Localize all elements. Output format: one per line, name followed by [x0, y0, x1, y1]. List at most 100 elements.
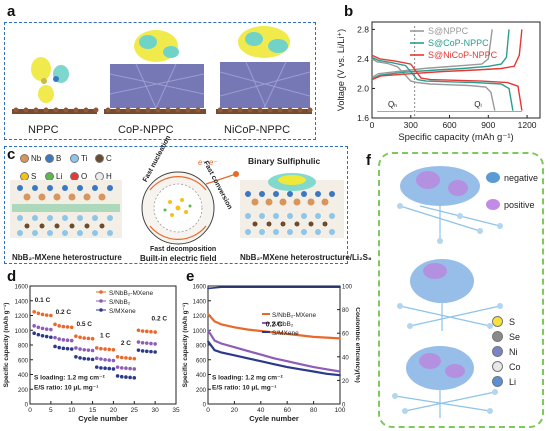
data-point	[312, 366, 315, 369]
data-point	[286, 360, 289, 363]
y-tick-label: 400	[196, 373, 207, 379]
data-point	[61, 324, 66, 329]
x-tick-label: 10	[68, 407, 76, 414]
data-point	[325, 368, 328, 371]
x-tick-label: 40	[257, 407, 265, 414]
legend-symbol: Ti	[81, 154, 88, 163]
data-point	[119, 355, 124, 360]
y-tick-label: 400	[18, 373, 29, 379]
data-point	[132, 367, 137, 371]
legend-symbol: Nb	[31, 154, 42, 163]
data-point	[32, 331, 36, 335]
data-point	[53, 322, 57, 327]
atom-legend-co: Co	[492, 361, 542, 372]
charge-swatch	[486, 172, 500, 183]
legend-symbol: C	[106, 154, 112, 163]
data-point	[69, 347, 74, 351]
data-point	[273, 363, 275, 366]
data-point	[57, 337, 61, 341]
data-point	[207, 287, 209, 290]
data-point	[78, 347, 82, 351]
data-point	[65, 325, 70, 329]
y-axis-label: Specific capacity (mAh g⁻¹)	[3, 303, 10, 388]
cop-nppc-structure	[104, 30, 206, 114]
charge-legend-negative: negative	[486, 172, 546, 183]
panel-c-label: c	[7, 146, 16, 163]
x-tick-label: 30	[152, 407, 160, 414]
data-point	[207, 313, 209, 315]
data-point	[145, 349, 149, 354]
x-tick-label: 5	[49, 407, 53, 414]
data-point	[153, 330, 157, 334]
data-point	[259, 330, 262, 332]
data-point	[111, 358, 116, 363]
legend-symbol: H	[106, 172, 112, 181]
data-point	[107, 366, 112, 371]
x-axis-label: Cycle number	[78, 414, 128, 423]
ratio-note: E/S ratio: 10 μL mg⁻¹	[212, 384, 276, 391]
data-point	[69, 338, 74, 343]
atom-legend-li: Li	[492, 376, 542, 387]
atom-legend-se: Se	[492, 331, 542, 342]
panel-e-label: e	[186, 268, 195, 285]
rate-label: 1 C	[100, 333, 110, 340]
data-point	[86, 336, 91, 341]
x-tick-label: 0	[370, 120, 375, 130]
data-point	[94, 365, 99, 369]
y-tick-label: 600	[18, 358, 29, 364]
legend-label: S/NbB₂	[109, 299, 131, 306]
x-tick-label: 35	[172, 407, 180, 414]
legend-item-nb: Nb	[20, 154, 45, 163]
charge-density-3	[392, 346, 498, 418]
legend-label: S/NbB₂-MXene	[272, 312, 316, 319]
data-point	[103, 366, 107, 371]
legend-label: S/MXene	[272, 330, 299, 337]
legend-label: S/MXene	[109, 308, 136, 315]
data-point	[40, 326, 45, 331]
data-point	[78, 356, 82, 360]
panel-a-structures	[12, 26, 313, 114]
panel-f-structures	[392, 166, 503, 418]
x-tick-label: 0	[28, 407, 32, 414]
data-point	[99, 357, 103, 361]
data-point	[136, 328, 141, 333]
data-point	[61, 346, 66, 351]
legend-symbol: O	[81, 172, 88, 181]
data-point	[207, 329, 209, 332]
panel-f-frame	[378, 152, 544, 428]
qh-label: Qₕ	[388, 100, 397, 109]
charge-density-2	[397, 259, 503, 331]
data-point	[220, 323, 223, 326]
y-tick-label: 2.8	[357, 24, 369, 34]
x-tick-label: 80	[310, 407, 318, 414]
x-tick-label: 600	[442, 120, 456, 130]
panel-c-frame	[4, 146, 348, 264]
data-point	[128, 375, 132, 380]
x-tick-label: 0	[206, 407, 210, 414]
y-tick-label: 1.6	[357, 113, 369, 123]
data-point	[312, 370, 315, 373]
legend-dot	[70, 154, 79, 163]
rate-label: 2 C	[121, 340, 131, 347]
data-point	[99, 346, 103, 351]
rate-label: 0.2 C	[266, 322, 283, 329]
atom-swatch	[492, 331, 503, 342]
data-point	[32, 310, 36, 314]
data-point	[107, 347, 112, 352]
legend-item-ti: Ti	[70, 154, 95, 163]
y2-tick-label: 80	[342, 308, 349, 314]
data-point	[299, 334, 302, 337]
data-point	[286, 286, 289, 289]
x-tick-label: 20	[231, 407, 239, 414]
y-tick-label: 1400	[193, 299, 207, 305]
data-point	[145, 341, 149, 345]
loading-note: S loading: 1.2 mg cm⁻²	[212, 375, 283, 382]
panel-a-frame	[4, 22, 316, 140]
built-in-field-circle	[141, 171, 215, 245]
data-point	[124, 375, 128, 379]
data-point	[213, 320, 216, 323]
panel-a-label: a	[7, 3, 16, 20]
data-point	[273, 331, 275, 334]
panel-d-chart: 0 5 10 15 20 25 30 35 0 200 400 600 800 1000 1200 1400 1…	[3, 285, 180, 424]
data-point	[299, 363, 302, 366]
